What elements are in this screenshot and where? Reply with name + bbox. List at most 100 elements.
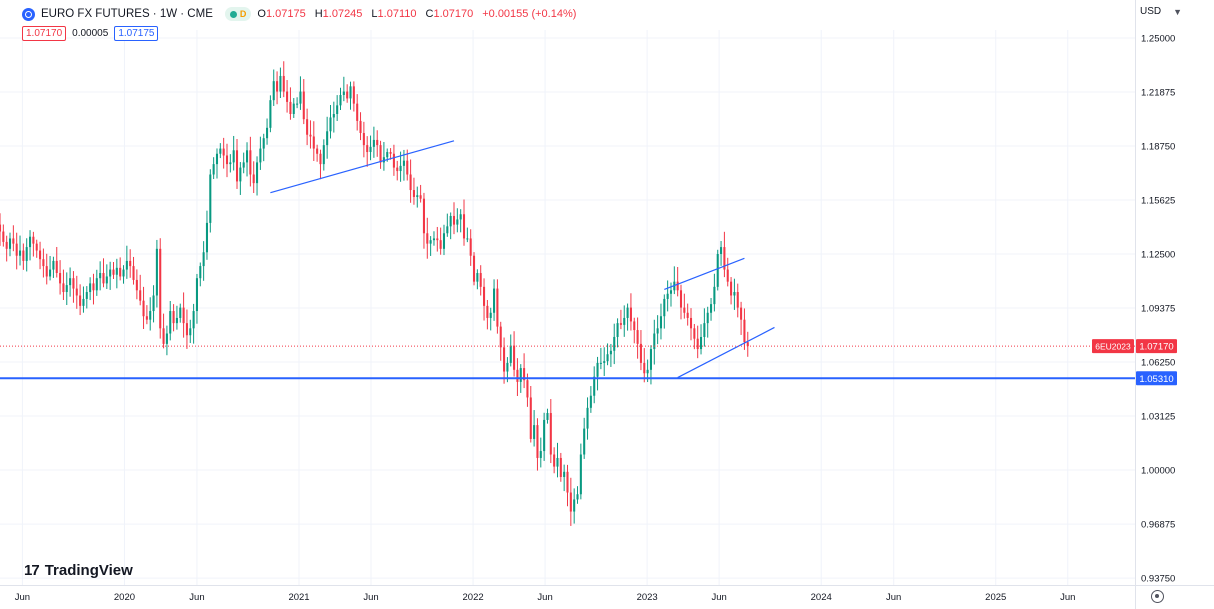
candle-body[interactable] (446, 226, 449, 234)
candle-body[interactable] (172, 311, 175, 324)
candle-body[interactable] (8, 238, 12, 249)
candle-body[interactable] (279, 75, 282, 92)
candle-body[interactable] (129, 260, 132, 267)
candle-body[interactable] (713, 286, 716, 305)
candle-body[interactable] (706, 312, 709, 324)
candle-body[interactable] (493, 288, 496, 313)
market-status-badge[interactable]: D (224, 7, 252, 21)
candle-body[interactable] (359, 120, 362, 134)
candle-body[interactable] (723, 247, 726, 270)
candle-body[interactable] (449, 215, 452, 227)
candle-body[interactable] (256, 162, 259, 184)
candle-body[interactable] (743, 319, 746, 343)
candle-body[interactable] (222, 148, 225, 156)
candle-body[interactable] (426, 233, 429, 244)
candle-body[interactable] (442, 233, 446, 249)
candle-body[interactable] (479, 273, 482, 287)
candle-body[interactable] (369, 146, 372, 153)
candle-body[interactable] (623, 317, 626, 325)
candle-body[interactable] (155, 248, 158, 296)
candle-body[interactable] (553, 454, 556, 467)
candle-body[interactable] (566, 471, 569, 493)
candle-body[interactable] (653, 333, 656, 350)
candle-body[interactable] (209, 174, 212, 223)
candle-body[interactable] (316, 148, 319, 154)
candle-body[interactable] (416, 195, 419, 197)
candle-body[interactable] (689, 317, 693, 329)
candle-body[interactable] (696, 338, 699, 350)
candle-body[interactable] (302, 91, 305, 120)
candle-body[interactable] (533, 425, 536, 439)
candle-body[interactable] (699, 336, 703, 350)
candle-body[interactable] (142, 300, 145, 317)
candle-body[interactable] (165, 333, 168, 344)
candle-body[interactable] (72, 278, 75, 289)
candle-body[interactable] (579, 454, 582, 495)
trendline[interactable] (270, 140, 455, 194)
candle-body[interactable] (599, 362, 602, 364)
candle-body[interactable] (202, 252, 205, 267)
candle-body[interactable] (105, 276, 108, 284)
candle-body[interactable] (573, 499, 576, 512)
candle-body[interactable] (429, 240, 432, 244)
candle-body[interactable] (356, 103, 359, 121)
candle-body[interactable] (15, 243, 18, 256)
candle-body[interactable] (679, 290, 683, 308)
candle-body[interactable] (596, 362, 599, 377)
candle-body[interactable] (563, 471, 566, 477)
candle-body[interactable] (419, 195, 422, 199)
candle-body[interactable] (472, 255, 476, 282)
candle-body[interactable] (75, 288, 78, 296)
currency-selector[interactable]: USD ▼ (1140, 6, 1182, 17)
candle-body[interactable] (39, 250, 42, 260)
candle-body[interactable] (392, 153, 395, 168)
candle-body[interactable] (195, 278, 198, 312)
candle-body[interactable] (439, 240, 442, 249)
candle-body[interactable] (79, 295, 82, 306)
candle-body[interactable] (62, 283, 65, 293)
candle-body[interactable] (716, 254, 719, 287)
candle-body[interactable] (499, 326, 502, 348)
candle-body[interactable] (399, 165, 402, 172)
candle-body[interactable] (276, 81, 279, 92)
candle-body[interactable] (12, 238, 15, 244)
candle-body[interactable] (42, 259, 45, 267)
candle-body[interactable] (175, 317, 178, 324)
candle-body[interactable] (386, 152, 389, 158)
candle-body[interactable] (239, 167, 242, 182)
candle-body[interactable] (569, 492, 572, 512)
candle-body[interactable] (746, 342, 749, 347)
trendline[interactable] (677, 326, 775, 379)
candle-body[interactable] (503, 347, 506, 372)
candle-body[interactable] (379, 145, 382, 163)
candle-body[interactable] (212, 164, 215, 175)
candle-body[interactable] (296, 103, 299, 105)
candle-body[interactable] (589, 395, 592, 408)
candle-body[interactable] (95, 278, 98, 291)
candle-body[interactable] (633, 321, 636, 331)
candle-body[interactable] (462, 214, 466, 239)
candle-body[interactable] (616, 323, 619, 337)
candle-body[interactable] (496, 288, 499, 327)
candle-body[interactable] (52, 260, 55, 270)
candle-body[interactable] (646, 369, 649, 374)
candle-body[interactable] (189, 328, 192, 336)
candle-body[interactable] (149, 311, 152, 320)
candle-body[interactable] (135, 279, 138, 291)
candle-body[interactable] (219, 148, 222, 154)
candle-body[interactable] (82, 298, 85, 306)
candle-body[interactable] (649, 349, 652, 370)
candle-body[interactable] (406, 160, 409, 175)
candle-body[interactable] (232, 150, 235, 163)
candle-body[interactable] (469, 238, 472, 256)
candle-body[interactable] (466, 238, 469, 240)
candle-body[interactable] (720, 247, 723, 255)
candle-body[interactable] (199, 266, 202, 279)
candle-body[interactable] (49, 269, 52, 277)
candle-body[interactable] (639, 343, 642, 363)
candle-body[interactable] (99, 273, 102, 279)
candle-body[interactable] (476, 273, 479, 282)
candle-body[interactable] (0, 224, 2, 232)
candle-body[interactable] (362, 133, 365, 146)
candle-body[interactable] (269, 100, 272, 128)
